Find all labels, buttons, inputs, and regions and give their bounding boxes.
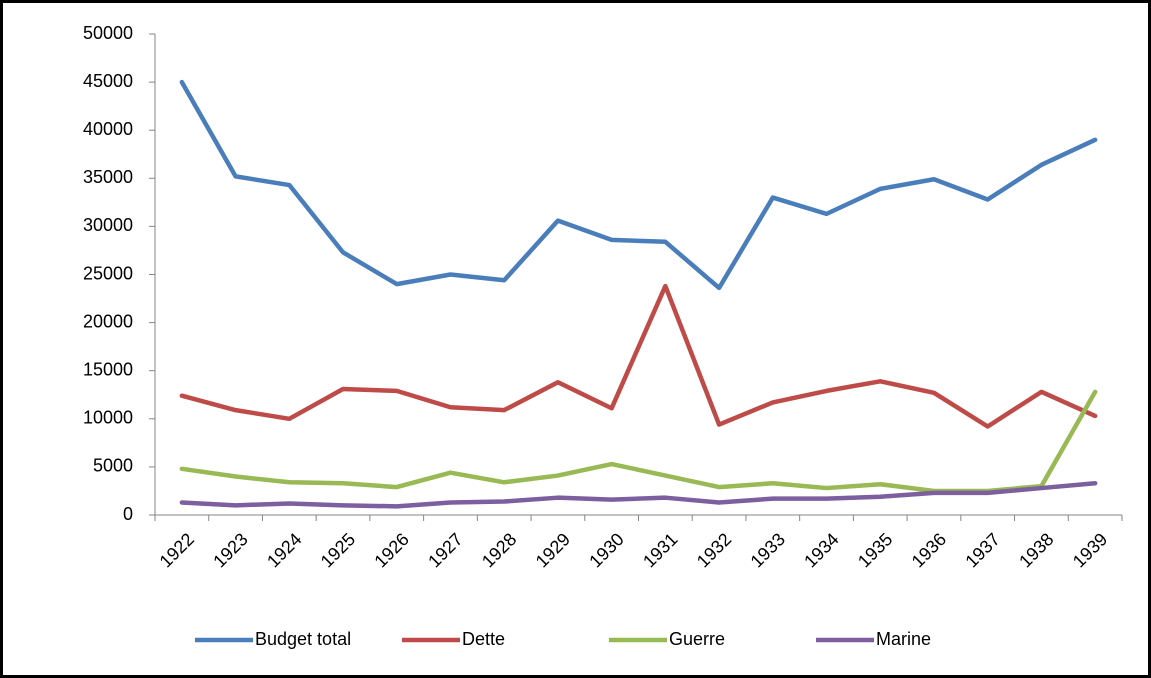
y-tick-label: 15000 bbox=[83, 359, 133, 379]
y-tick-label: 5000 bbox=[93, 456, 133, 476]
y-tick-label: 30000 bbox=[83, 215, 133, 235]
legend-label: Guerre bbox=[669, 629, 725, 649]
y-tick-label: 45000 bbox=[83, 71, 133, 91]
y-tick-label: 20000 bbox=[83, 311, 133, 331]
legend-label: Marine bbox=[876, 629, 931, 649]
y-tick-label: 50000 bbox=[83, 23, 133, 43]
y-tick-label: 25000 bbox=[83, 263, 133, 283]
y-tick-label: 40000 bbox=[83, 119, 133, 139]
legend-label: Dette bbox=[462, 629, 505, 649]
y-tick-label: 10000 bbox=[83, 408, 133, 428]
series-line bbox=[179, 79, 1098, 291]
legend-label: Budget total bbox=[255, 629, 351, 649]
series-line bbox=[179, 481, 1098, 509]
series-line bbox=[179, 283, 1098, 429]
y-tick-label: 0 bbox=[123, 504, 133, 524]
y-tick-label: 35000 bbox=[83, 167, 133, 187]
